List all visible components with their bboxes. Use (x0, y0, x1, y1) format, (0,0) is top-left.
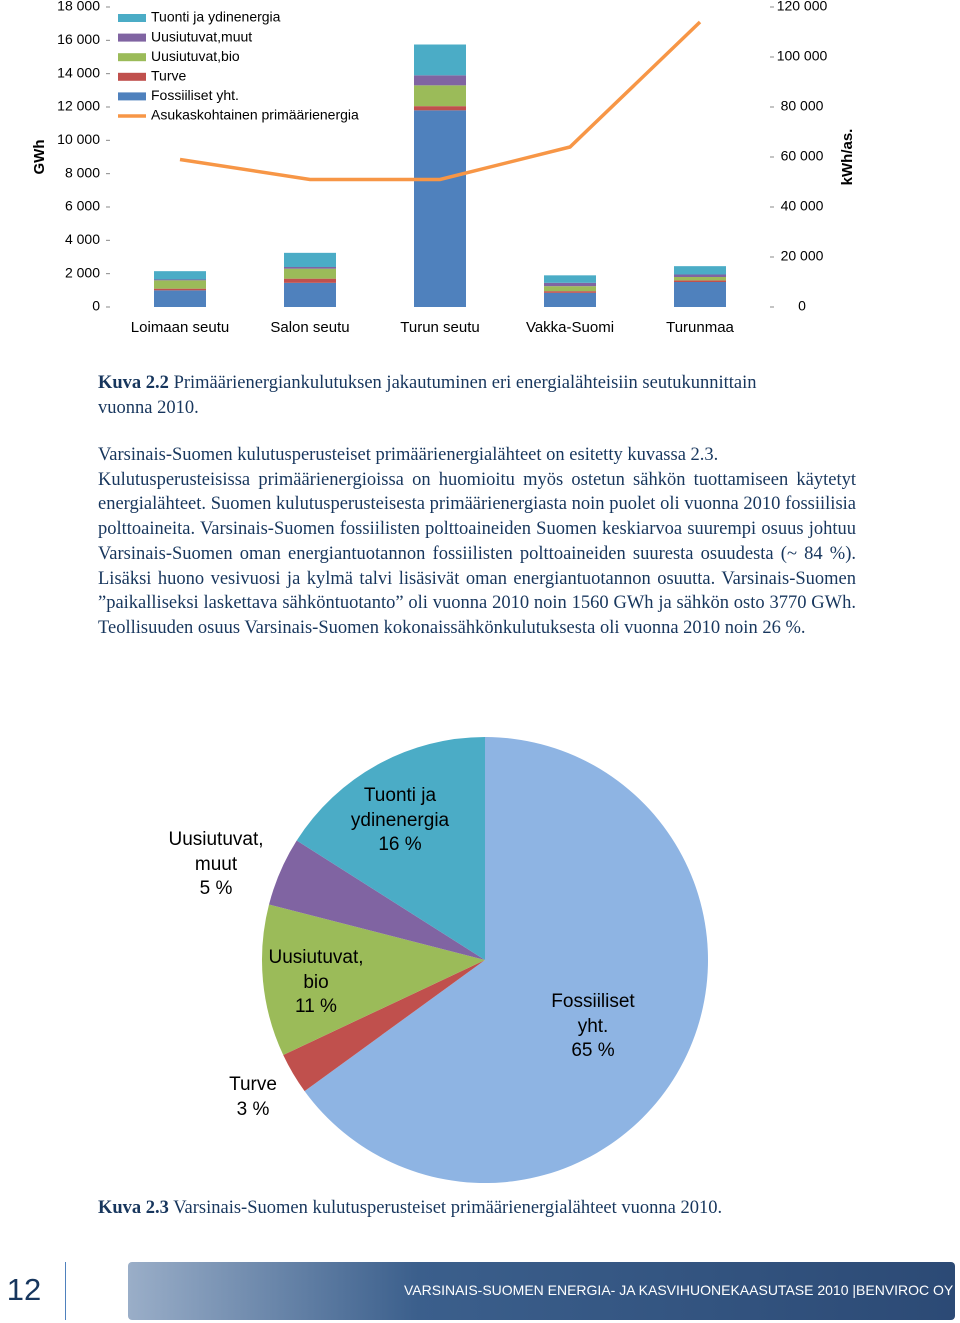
bar-segment (544, 286, 596, 292)
bar-segment (154, 279, 206, 281)
y2-tick-label: 20 000 (781, 248, 824, 264)
pie-value-label: 16 % (378, 834, 422, 855)
caption-text: Primäärienergiankulutuksen jakautuminen … (98, 373, 757, 418)
y2-tick-label: 120 000 (777, 0, 828, 14)
y2-tick-label: 60 000 (781, 148, 824, 164)
y-axis-title: GWh (31, 140, 48, 175)
legend-label: Uusiutuvat,bio (151, 48, 240, 64)
caption-label: Kuva 2.3 (98, 1198, 169, 1218)
bar-segment (414, 110, 466, 307)
bar-segment (284, 282, 336, 307)
caption-text: Varsinais-Suomen kulutusperusteiset prim… (173, 1198, 723, 1218)
y-tick-label: 18 000 (57, 0, 100, 14)
y2-tick-label: 0 (798, 298, 806, 314)
pie-value-label: 11 % (295, 996, 337, 1017)
bar-segment (674, 277, 726, 281)
caption-label: Kuva 2.2 (98, 373, 169, 393)
bar-segment (414, 85, 466, 107)
pie-label: Uusiutuvat, bio 11 % (241, 946, 391, 1020)
bar-segment (154, 271, 206, 280)
pie-category: Uusiutuvat, bio (268, 947, 364, 993)
bar-chart: GWh kWh/as. 0 2 000 4 000 6 000 8 000 10 000 1… (31, 0, 856, 336)
pie-label: Fossiiliset yht. 65 % (518, 990, 668, 1064)
bar-segment (154, 280, 206, 289)
pie-slice (262, 904, 485, 1055)
footer-text: VARSINAIS-SUOMEN ENERGIA- JA KASVIHUONEK… (404, 1282, 954, 1298)
page-number: 12 (6, 1272, 42, 1307)
pie-category: Fossiiliset yht. (551, 991, 635, 1037)
bar-segment (674, 274, 726, 277)
y-tick-label: 12 000 (57, 98, 100, 114)
bar-segment (544, 282, 596, 287)
bar-segment (284, 278, 336, 283)
y-tick-label: 10 000 (57, 131, 100, 147)
legend-swatch (118, 14, 146, 22)
y2-tick-label: 80 000 (781, 98, 824, 114)
bar-segment (544, 291, 596, 293)
caption: Kuva 2.2 Primäärienergiankulutuksen jaka… (98, 371, 758, 420)
legend-label: Tuonti ja ydinenergia (151, 9, 281, 25)
bar-segment (414, 106, 466, 111)
y-tick-label: 8 000 (65, 164, 100, 180)
y-tick-label: 2 000 (65, 264, 100, 280)
pie-label: Turve 3 % (178, 1073, 328, 1122)
x-tick-label: Turun seutu (400, 319, 480, 336)
y-tick-label: 4 000 (65, 231, 100, 247)
bar-segment (674, 282, 726, 307)
pie-slice (296, 737, 485, 960)
bar-segment (284, 268, 336, 279)
y-tick-label: 14 000 (57, 64, 100, 80)
footer-rule (65, 1262, 66, 1320)
legend-swatch (118, 72, 146, 81)
y-tick-label: 0 (92, 298, 100, 314)
y-tick-label: 16 000 (57, 31, 100, 47)
paragraph: Kulutusperusteisissa primäärienergioissa… (98, 469, 856, 638)
y2-axis-title: kWh/as. (839, 129, 856, 186)
legend-label: Asukaskohtainen primäärienergia (151, 107, 359, 123)
pie-value-label: 65 % (571, 1040, 615, 1061)
legend-label: Uusiutuvat,muut (151, 28, 252, 44)
bar-segment (414, 44, 466, 76)
pie-slice (304, 737, 709, 1183)
x-tick-label: Vakka-Suomi (526, 319, 614, 336)
bar-segment (154, 290, 206, 307)
caption: Kuva 2.3 Varsinais-Suomen kulutusperuste… (98, 1196, 878, 1221)
legend-swatch (118, 53, 146, 62)
pie-category: Turve (229, 1074, 277, 1095)
legend-label: Fossiiliset yht. (151, 87, 239, 103)
pie-category: Tuonti ja ydinenergia (350, 785, 450, 831)
pie-label: Tuonti ja ydinenergia 16 % (325, 784, 475, 858)
pie-value-label: 3 % (236, 1098, 270, 1120)
pie-label: Uusiutuvat, muut 5 % (141, 828, 291, 902)
line-series (179, 20, 702, 182)
x-tick-label: Salon seutu (270, 319, 349, 336)
legend-label: Turve (151, 68, 186, 84)
y-tick-label: 6 000 (65, 198, 100, 214)
bar-segment (674, 266, 726, 275)
pie-chart (262, 737, 709, 1183)
bar-segment (284, 252, 336, 267)
legend-swatch (118, 92, 146, 101)
bar-segment (544, 292, 596, 307)
bar-segment (154, 288, 206, 291)
x-tick-label: Loimaan seutu (131, 319, 229, 336)
bar-segment (414, 75, 466, 86)
footer-band (128, 1262, 955, 1320)
paragraph: Varsinais-Suomen kulutusperusteiset prim… (98, 445, 719, 465)
bar-segment (544, 275, 596, 283)
pie-slice (269, 840, 485, 960)
bar-segment (674, 280, 726, 282)
y2-tick-label: 40 000 (781, 198, 824, 214)
legend-swatch (118, 33, 146, 42)
pie-value-label: 5 % (199, 878, 233, 899)
pie-category: Uusiutuvat, muut (168, 829, 264, 875)
y2-tick-label: 100 000 (777, 48, 828, 64)
pie-slice (283, 960, 485, 1092)
x-tick-label: Turunmaa (666, 319, 734, 336)
bar-segment (284, 267, 336, 269)
